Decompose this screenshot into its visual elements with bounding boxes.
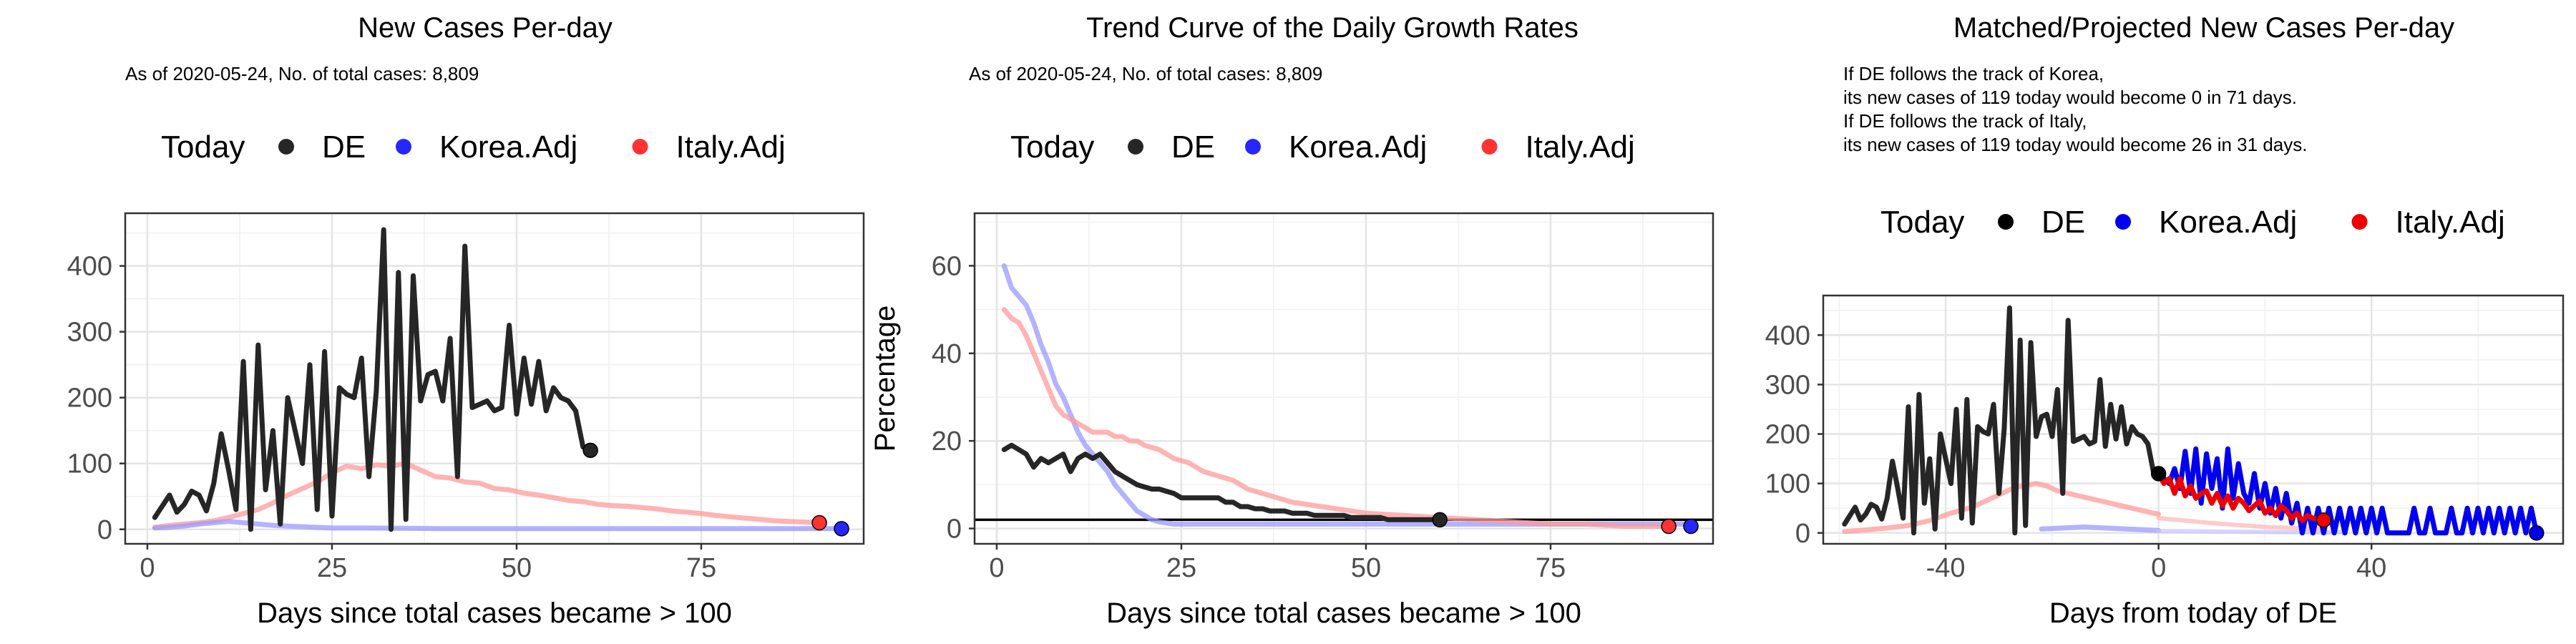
plot-border <box>124 212 865 545</box>
legend-key-marker <box>2351 214 2368 230</box>
y-tick-label: 60 <box>932 251 962 281</box>
x-tick-label: 0 <box>989 553 1004 583</box>
legend-key-marker <box>1128 139 1143 155</box>
endpoint-de <box>1432 512 1448 528</box>
y-tick-label: 100 <box>1765 469 1810 499</box>
series-line-korea-adj-projection <box>2156 446 2540 536</box>
plot-data <box>975 263 1713 535</box>
legend-key-marker <box>632 139 648 155</box>
y-tick-label: 200 <box>67 384 112 414</box>
plot-background <box>975 213 1713 544</box>
legend-label: Korea.Adj <box>1289 130 1427 165</box>
plot-data <box>152 227 849 537</box>
legend-key-marker <box>278 139 294 155</box>
x-tick-label: 50 <box>1351 553 1381 583</box>
y-axis-label: Percentage <box>869 306 901 452</box>
series-line-italy-adj-trail <box>2156 516 2326 532</box>
chart-subtitle: As of 2020-05-24, No. of total cases: 8,… <box>969 63 1322 84</box>
endpoint-de <box>2150 466 2167 482</box>
series-line-korea-adj-trail <box>2156 529 2347 535</box>
legend-label: Italy.Adj <box>1526 130 1635 165</box>
legend-label: DE <box>1171 130 1215 165</box>
series-line-italy-adj-projection <box>2156 471 2326 523</box>
endpoint-korea-adj <box>2529 525 2545 541</box>
plot-data <box>1842 305 2545 541</box>
x-tick-label: -40 <box>1926 553 1966 583</box>
legend-label: DE <box>322 130 366 165</box>
y-tick-label: 0 <box>1795 519 1810 549</box>
plot-border <box>1822 294 2565 545</box>
endpoint-korea-adj <box>834 521 849 537</box>
chart-subtitle: If DE follows the track of Korea, <box>1843 63 2104 84</box>
chart-panel-1: New Cases Per-day As of 2020-05-24, No. o… <box>67 12 865 629</box>
legend-key-marker <box>1481 139 1498 155</box>
chart-title: Trend Curve of the Daily Growth Rates <box>1086 12 1579 44</box>
legend-label: Italy.Adj <box>676 130 786 165</box>
endpoint-korea-adj <box>1683 518 1699 535</box>
x-axis-label: Days since total cases became > 100 <box>1106 597 1581 629</box>
series-line-korea-adj <box>1001 263 1694 527</box>
y-tick-label: 400 <box>67 252 112 282</box>
endpoint-italy-adj <box>1661 518 1677 535</box>
chart-title: New Cases Per-day <box>358 12 613 44</box>
legend-label: Italy.Adj <box>2396 205 2505 240</box>
chart-subtitle: As of 2020-05-24, No. of total cases: 8,… <box>125 63 479 84</box>
x-tick-label: 75 <box>1536 553 1566 583</box>
y-tick-label: 0 <box>97 515 112 545</box>
series-line-de <box>152 227 593 532</box>
series-line-korea-adj <box>152 519 844 532</box>
series-line-italy-adj-past <box>1842 481 2162 535</box>
endpoint-italy-adj <box>811 514 827 531</box>
legend-label: Korea.Adj <box>439 130 577 165</box>
endpoint-italy-adj <box>2316 512 2332 528</box>
y-tick-label: 200 <box>1765 420 1810 450</box>
series-line-de <box>1001 442 1443 522</box>
x-tick-label: 25 <box>1166 553 1196 583</box>
series-line-de <box>1842 305 2162 536</box>
chart-subtitle: If DE follows the track of Italy, <box>1843 110 2087 132</box>
endpoint-de <box>582 442 598 459</box>
series-line-italy-adj <box>152 461 822 530</box>
legend-key-marker <box>1245 139 1261 155</box>
legend-title: Today <box>1880 205 1964 240</box>
x-tick-label: 25 <box>317 553 347 583</box>
y-tick-label: 0 <box>947 514 962 545</box>
legend-label: Korea.Adj <box>2159 205 2297 240</box>
chart-panel-3: Matched/Projected New Cases Per-day If DE… <box>1765 12 2565 629</box>
chart-title: Matched/Projected New Cases Per-day <box>1953 12 2454 44</box>
x-axis-label: Days since total cases became > 100 <box>257 597 732 629</box>
legend-label: DE <box>2041 205 2085 240</box>
y-tick-label: 40 <box>932 339 962 369</box>
legend-key-marker <box>396 139 411 155</box>
legend-title: Today <box>161 130 245 165</box>
legend-key-marker <box>2115 214 2131 230</box>
x-axis-label: Days from today of DE <box>2049 597 2337 629</box>
x-tick-label: 40 <box>2356 553 2386 583</box>
x-tick-label: 0 <box>140 553 155 583</box>
y-tick-label: 300 <box>67 318 112 348</box>
plot-border <box>973 212 1714 545</box>
legend: Today DE Korea.Adj Italy.Adj <box>161 130 786 165</box>
chart-subtitle: its new cases of 119 today would become … <box>1843 134 2307 155</box>
x-tick-label: 50 <box>502 553 532 583</box>
y-tick-label: 20 <box>932 426 962 457</box>
y-tick-label: 400 <box>1765 321 1810 351</box>
legend-title: Today <box>1010 130 1094 165</box>
legend: Today DE Korea.Adj Italy.Adj <box>1880 205 2505 240</box>
legend: Today DE Korea.Adj Italy.Adj <box>1010 130 1635 165</box>
series-line-korea-adj-past <box>2039 525 2162 533</box>
chart-panel-2: Trend Curve of the Daily Growth Rates As … <box>869 12 1714 629</box>
y-tick-label: 100 <box>67 449 112 479</box>
y-tick-label: 300 <box>1765 370 1810 400</box>
chart-subtitle: its new cases of 119 today would become … <box>1843 87 2297 108</box>
legend-key-marker <box>1998 214 2014 230</box>
x-tick-label: 75 <box>686 553 716 583</box>
x-tick-label: 0 <box>2151 553 2166 583</box>
